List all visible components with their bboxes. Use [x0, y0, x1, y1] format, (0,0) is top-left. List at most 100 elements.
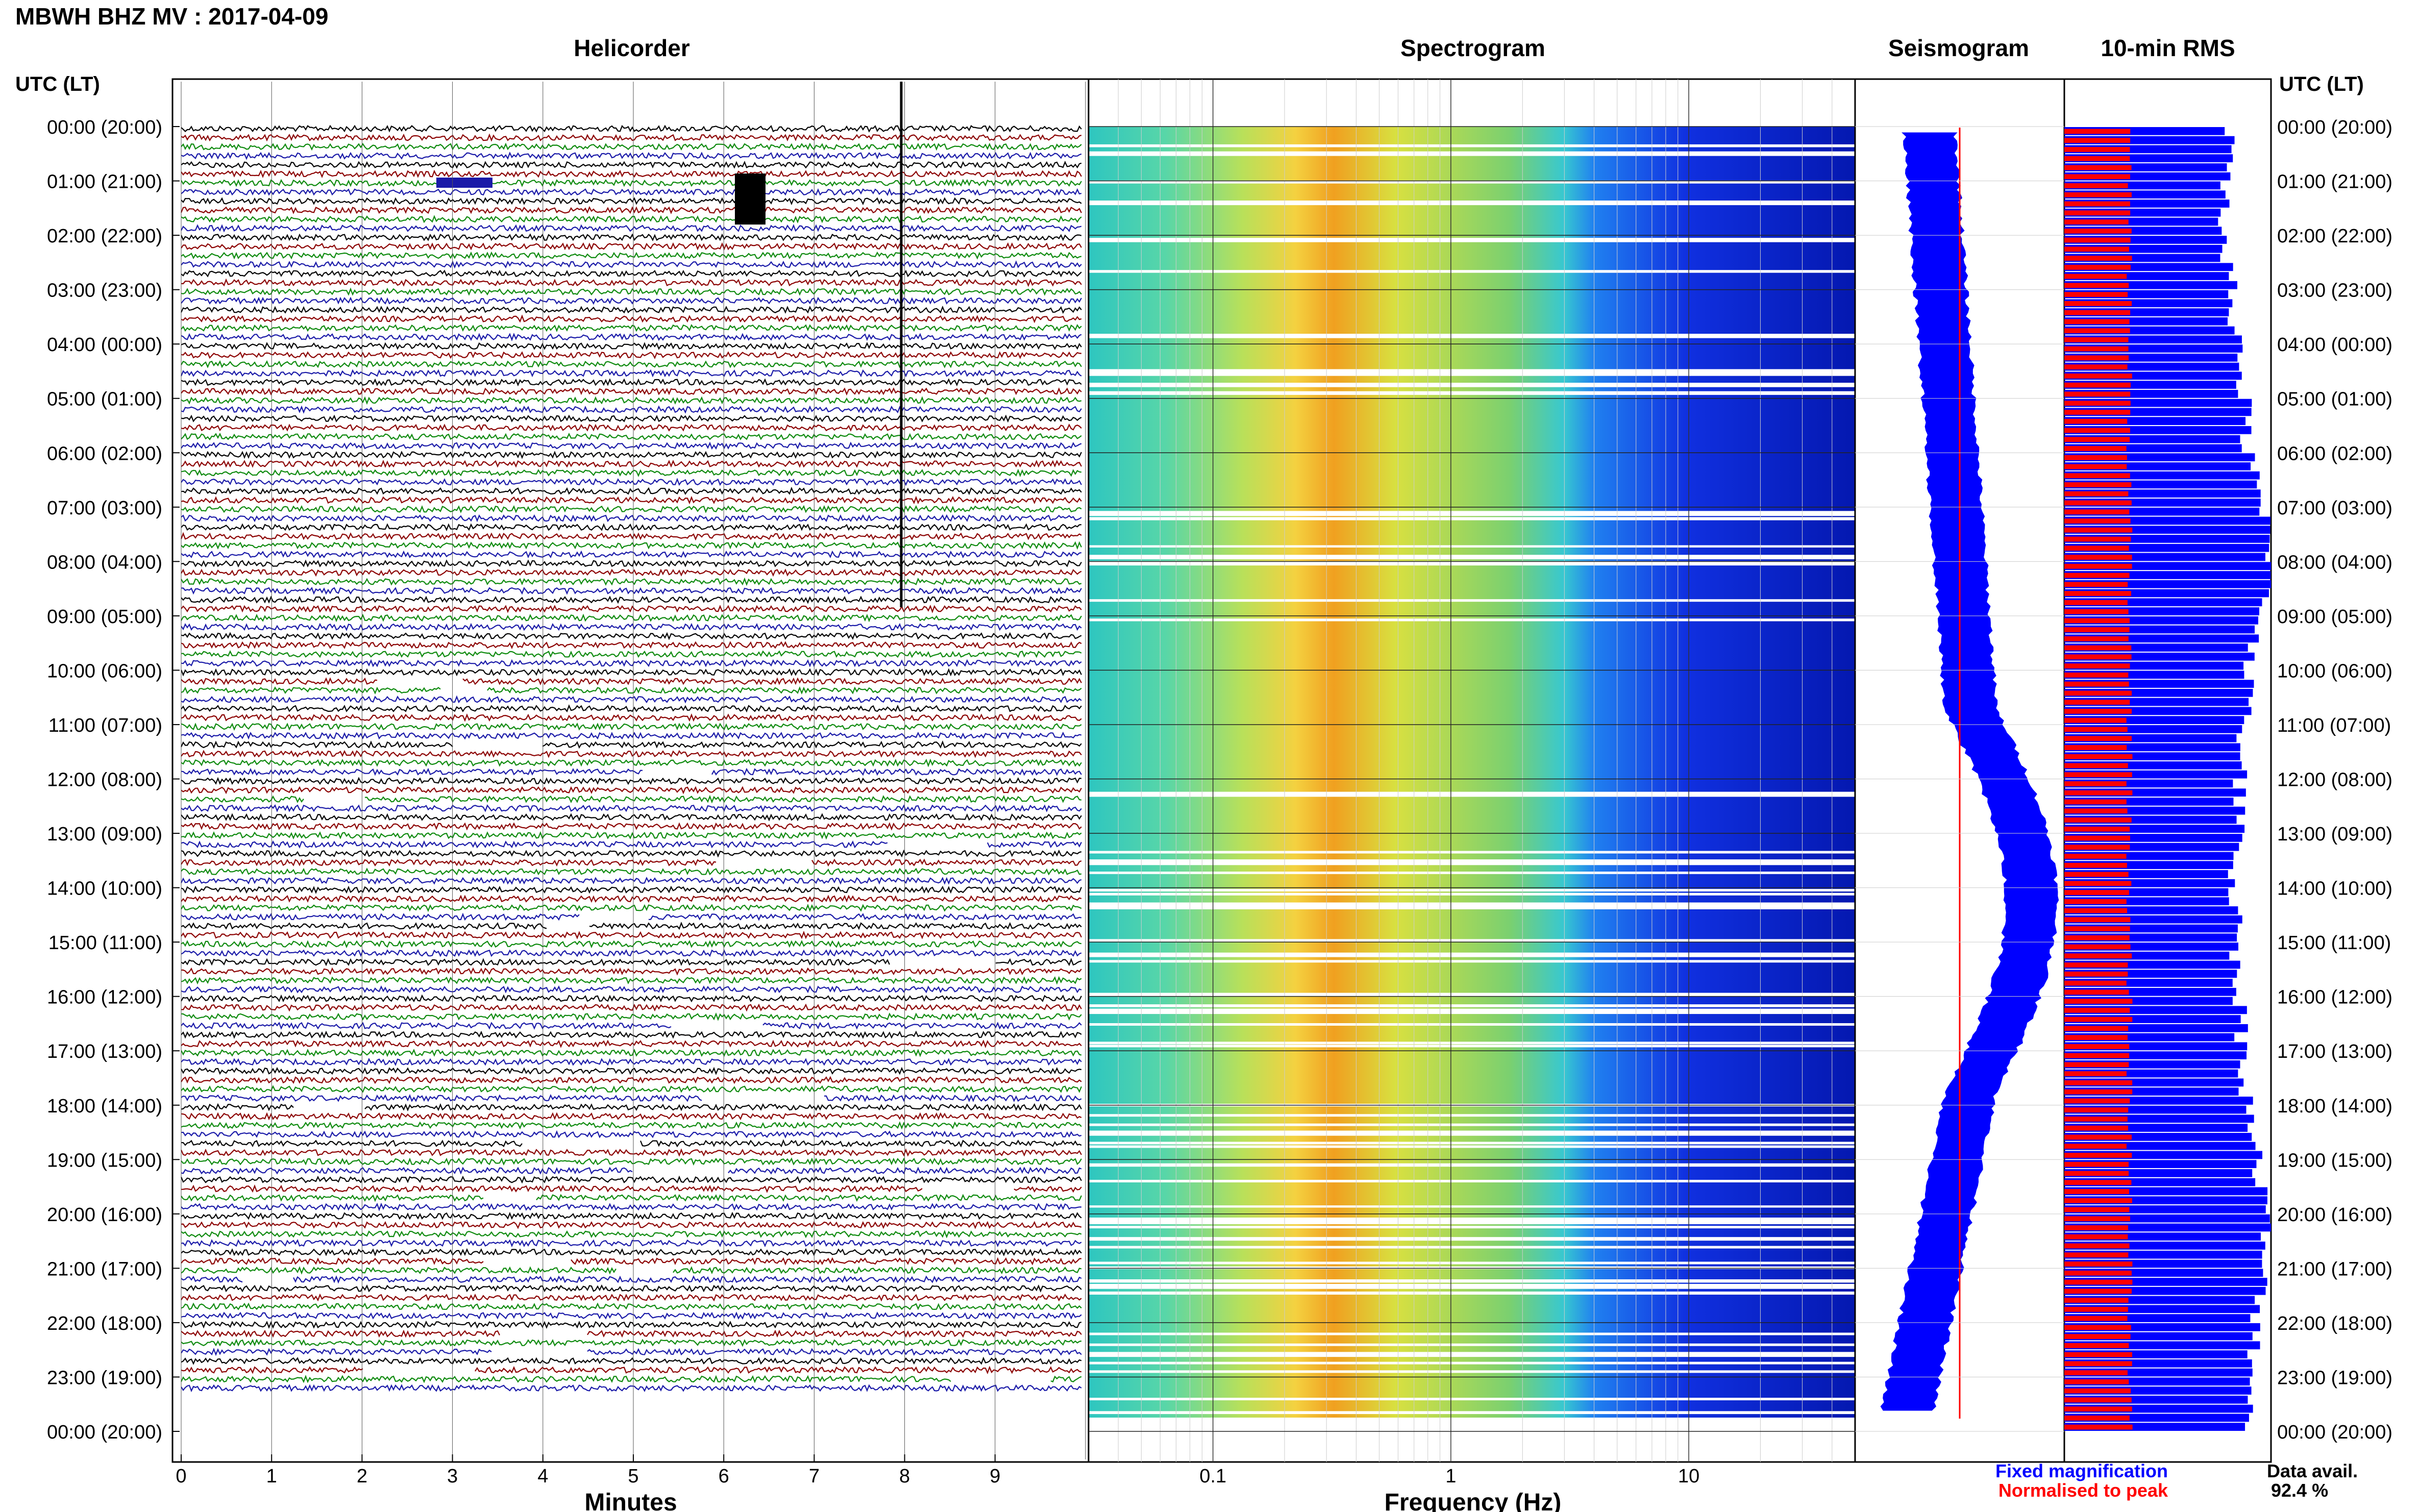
helicorder-trace: [181, 495, 1082, 505]
helicorder-trace: [181, 641, 1082, 650]
rms-bar-normalised: [2064, 1107, 2129, 1113]
helicorder-trace: [181, 1239, 1082, 1248]
helicorder-trace: [181, 1375, 1082, 1383]
rms-bar-normalised: [2064, 600, 2128, 605]
helicorder-tick-label: 1: [266, 1466, 277, 1487]
rms-bar-normalised: [2064, 536, 2131, 542]
rms-bar-normalised: [2064, 1388, 2131, 1394]
rms-bar-normalised: [2064, 455, 2127, 460]
data-avail-value: 92.4 %: [2271, 1480, 2328, 1501]
spectrogram-xlabel: Frequency (Hz): [1385, 1489, 1562, 1512]
time-label-left: 06:00 (02:00): [47, 443, 162, 464]
helicorder-trace: [181, 704, 1082, 713]
utc-label-left: UTC (LT): [15, 73, 100, 95]
rms-bar-normalised: [2064, 989, 2129, 995]
helicorder-trace: [181, 387, 1082, 396]
time-label-right: 07:00 (03:00): [2277, 498, 2392, 519]
helicorder-trace: [181, 885, 1082, 894]
rms-bar-normalised: [2064, 971, 2128, 977]
rms-bar-normalised: [2064, 464, 2127, 469]
spectrogram-gap: [1089, 993, 1855, 997]
spectrogram-gap: [1089, 511, 1855, 516]
spectrogram-gap: [1089, 1130, 1855, 1136]
rms-bar-normalised: [2064, 1026, 2129, 1031]
time-label-left: 17:00 (13:00): [47, 1041, 162, 1062]
rms-bar-normalised: [2064, 1225, 2128, 1230]
spectrogram-gap: [1089, 1142, 1855, 1145]
rms-bar-normalised: [2064, 1080, 2133, 1085]
helicorder-trace: [181, 722, 1082, 731]
rms-bar-normalised: [2064, 292, 2128, 297]
time-label-right: 06:00 (02:00): [2277, 443, 2392, 464]
helicorder-trace: [181, 922, 1082, 930]
rms-bar-normalised: [2064, 491, 2129, 497]
rms-bar-normalised: [2064, 274, 2127, 279]
rms-bar-normalised: [2064, 546, 2129, 551]
time-label-right: 23:00 (19:00): [2277, 1367, 2392, 1389]
time-label-left: 07:00 (03:00): [47, 498, 162, 519]
helicorder-trace: [181, 849, 1082, 858]
helicorder-trace: [181, 1356, 1082, 1365]
rms-bar-normalised: [2064, 1189, 2129, 1194]
helicorder-trace: [181, 949, 1082, 957]
time-label-left: 15:00 (11:00): [48, 932, 162, 954]
time-label-right: 00:00 (20:00): [2277, 1422, 2392, 1443]
helicorder-trace: [181, 605, 1082, 613]
spectrogram-gap: [1089, 851, 1855, 854]
helicorder-trace: [181, 1076, 1082, 1084]
helicorder-trace: [181, 740, 1082, 749]
helicorder-trace: [181, 305, 1082, 314]
rms-bar-normalised: [2064, 763, 2128, 769]
helicorder-trace: [180, 1148, 1082, 1157]
rms-bar-normalised: [2064, 1279, 2133, 1285]
rms-bar-normalised: [2064, 1261, 2133, 1267]
time-label-right: 04:00 (00:00): [2277, 334, 2392, 356]
helicorder-trace: [180, 206, 1082, 214]
helicorder-trace: [181, 840, 1082, 849]
helicorder-trace: [181, 468, 1082, 477]
helicorder-plot: [171, 78, 1090, 1463]
helicorder-trace: [181, 1284, 1082, 1293]
legend-normalised-to-peak: Normalised to peak: [1998, 1480, 2168, 1501]
helicorder-trace: [181, 1302, 1082, 1310]
rms-bar-normalised: [2064, 609, 2129, 614]
rms-bar-normalised: [2064, 373, 2132, 379]
rms-bar-normalised: [2064, 527, 2133, 533]
rms-bar-normalised: [2064, 437, 2130, 442]
spectrogram-gap: [1089, 952, 1855, 957]
rms-bar-normalised: [2064, 1343, 2129, 1348]
rms-bar-normalised: [2064, 645, 2132, 651]
rms-bar-normalised: [2064, 917, 2131, 923]
rms-bar-normalised: [2064, 138, 2131, 143]
helicorder-trace: [180, 532, 1082, 541]
rms-bar-normalised: [2064, 1234, 2128, 1240]
time-label-right: 02:00 (22:00): [2277, 226, 2392, 247]
rms-bar-normalised: [2064, 129, 2131, 134]
spectrogram-gap: [1089, 1370, 1855, 1373]
helicorder-trace: [181, 767, 1082, 776]
rms-bar-normalised: [2064, 1424, 2133, 1430]
helicorder-trace: [181, 577, 1082, 586]
spectrogram-gap: [1089, 371, 1855, 376]
rms-bar-normalised: [2064, 618, 2130, 624]
helicorder-trace: [181, 1030, 1082, 1039]
time-label-left: 20:00 (16:00): [47, 1204, 162, 1226]
spectrogram-gap: [1089, 1354, 1855, 1357]
rms-bar-normalised: [2064, 790, 2133, 796]
spectrogram-gap: [1089, 860, 1855, 865]
rms-bar-normalised: [2064, 1397, 2132, 1403]
rms-bar-normalised: [2064, 1153, 2132, 1158]
helicorder-trace: [181, 958, 1082, 966]
helicorder-trace: [181, 360, 1082, 368]
rms-bar-normalised: [2064, 1270, 2132, 1276]
helicorder-trace: [181, 940, 1082, 949]
helicorder-trace: [181, 1012, 1082, 1021]
spectrogram-gap: [1089, 545, 1855, 548]
spectrogram-gap: [1089, 1008, 1855, 1011]
time-label-right: 05:00 (01:00): [2277, 389, 2392, 410]
spectrogram-gap: [1089, 1283, 1855, 1289]
rms-bar-normalised: [2064, 781, 2127, 786]
rms-bar-normalised: [2064, 1098, 2130, 1104]
helicorder-trace: [181, 1320, 1082, 1329]
